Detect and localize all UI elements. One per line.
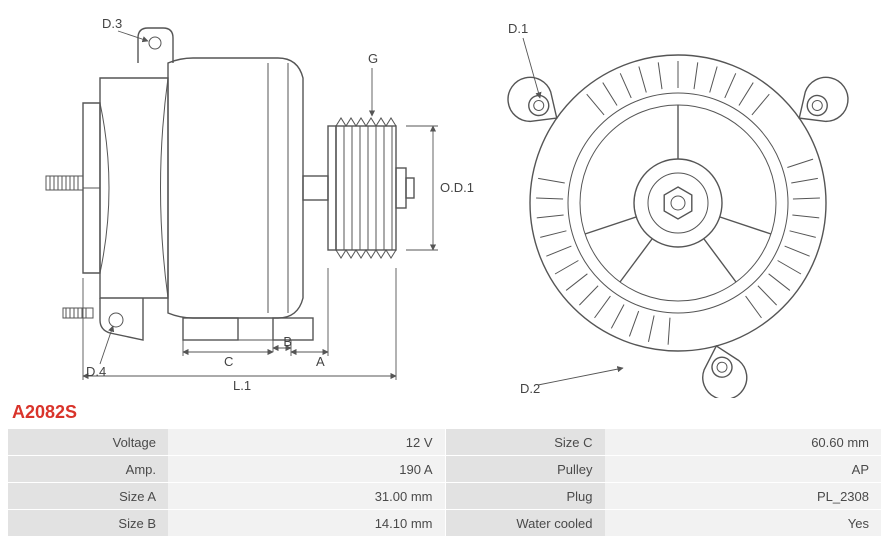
label-d3: D.3 (102, 16, 122, 31)
spec-value: 60.60 mm (605, 429, 882, 455)
spec-label: Size A (8, 483, 168, 509)
part-number: A2082S (12, 402, 881, 423)
spec-value: 12 V (168, 429, 445, 455)
label-od1: O.D.1 (440, 180, 474, 195)
label-a: A (316, 354, 325, 369)
label-b: B (283, 334, 292, 349)
spec-label: Voltage (8, 429, 168, 455)
label-g: G (368, 51, 378, 66)
diagram-area: D.3 G O.D.1 A B C L.1 D.4 (8, 8, 881, 398)
spec-row: Amp. 190 A (8, 456, 445, 483)
label-l1: L.1 (233, 378, 251, 393)
spec-label: Size C (445, 429, 605, 455)
label-d2: D.2 (520, 381, 540, 396)
label-c: C (224, 354, 233, 369)
spec-value: AP (605, 456, 882, 482)
spec-value: 14.10 mm (168, 510, 445, 536)
spec-row: Water cooled Yes (445, 510, 882, 537)
spec-row: Size C 60.60 mm (445, 429, 882, 456)
spec-value: 190 A (168, 456, 445, 482)
spec-col-right: Size C 60.60 mm Pulley AP Plug PL_2308 W… (445, 429, 882, 537)
spec-row: Voltage 12 V (8, 429, 445, 456)
spec-row: Pulley AP (445, 456, 882, 483)
spec-value: Yes (605, 510, 882, 536)
spec-label: Water cooled (445, 510, 605, 536)
spec-value: PL_2308 (605, 483, 882, 509)
technical-drawing: D.3 G O.D.1 A B C L.1 D.4 (8, 8, 881, 398)
spec-label: Plug (445, 483, 605, 509)
bottom-bracket (63, 298, 143, 340)
spec-table: Voltage 12 V Amp. 190 A Size A 31.00 mm … (8, 429, 881, 537)
spec-col-left: Voltage 12 V Amp. 190 A Size A 31.00 mm … (8, 429, 445, 537)
spec-row: Plug PL_2308 (445, 483, 882, 510)
rear-terminal (46, 176, 83, 190)
label-d1: D.1 (508, 21, 528, 36)
front-view: D.1 D.2 (499, 21, 856, 398)
spec-row: Size A 31.00 mm (8, 483, 445, 510)
spec-label: Size B (8, 510, 168, 536)
mount-ear-top (787, 69, 857, 136)
spec-value: 31.00 mm (168, 483, 445, 509)
label-d4: D.4 (86, 364, 106, 379)
side-view: D.3 G O.D.1 A B C L.1 D.4 (46, 16, 474, 393)
spec-row: Size B 14.10 mm (8, 510, 445, 537)
spec-label: Pulley (445, 456, 605, 482)
vent-slots (536, 61, 820, 345)
pulley (328, 118, 414, 258)
spec-label: Amp. (8, 456, 168, 482)
